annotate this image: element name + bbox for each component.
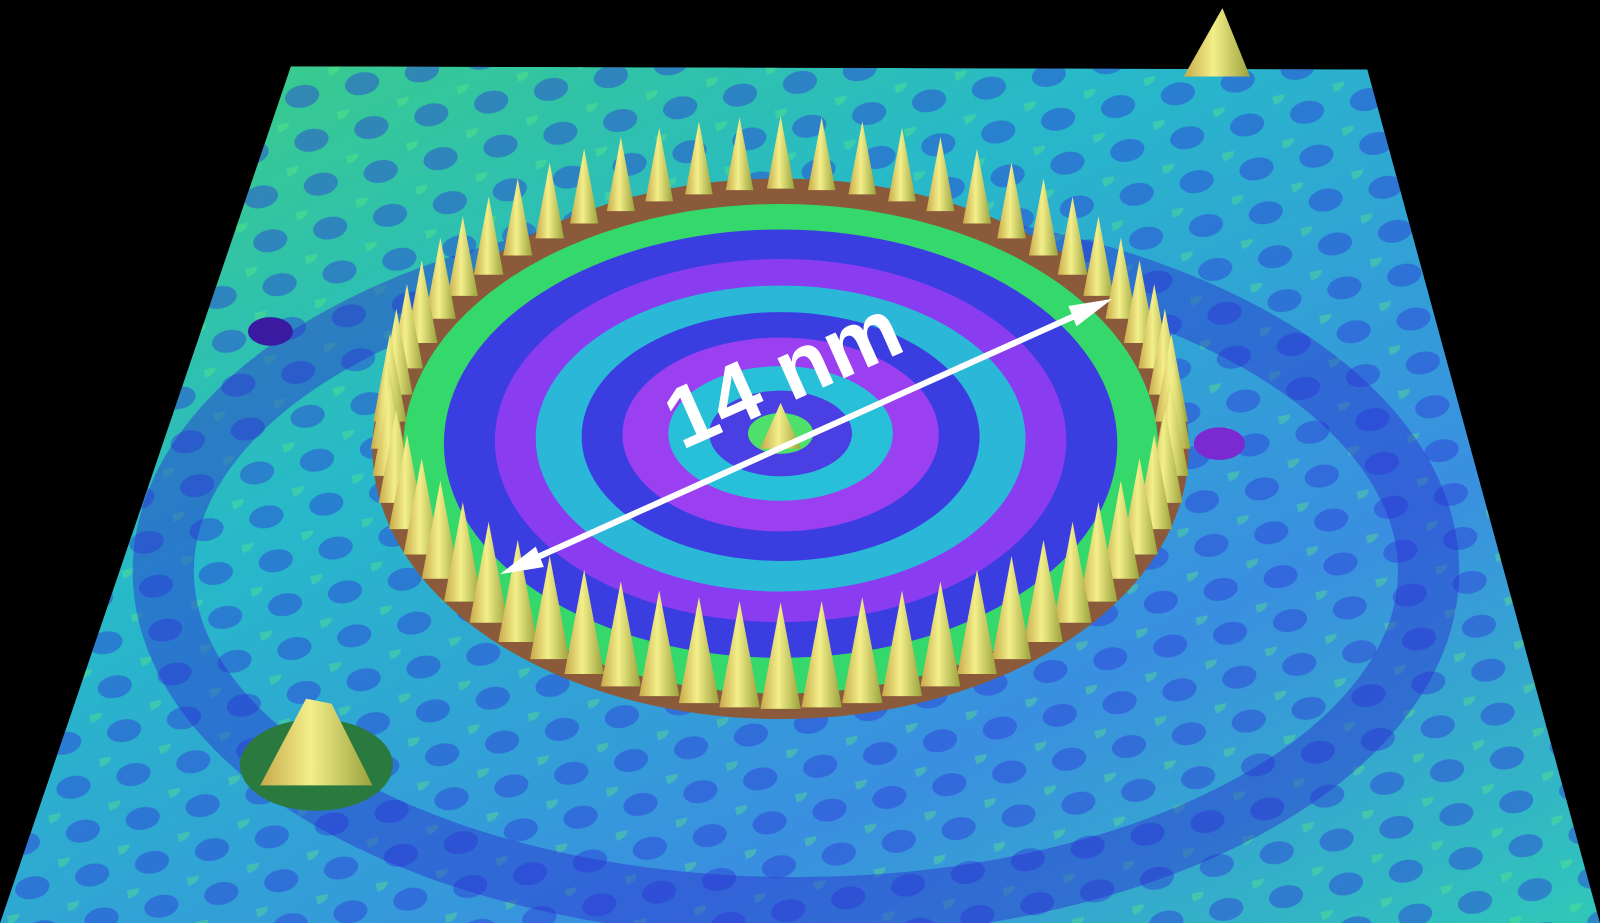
- defect: [1194, 427, 1245, 460]
- page: 14 nm (() => { const data = JSON.parse(d…: [0, 0, 1600, 923]
- stm-image: 14 nm: [0, 0, 1600, 923]
- defect: [248, 317, 293, 346]
